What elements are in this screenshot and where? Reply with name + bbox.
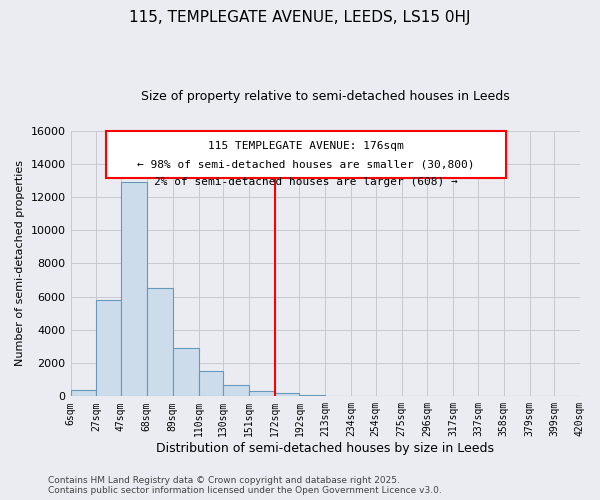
- Bar: [71, 390, 97, 396]
- Bar: [121, 182, 147, 396]
- Text: 115, TEMPLEGATE AVENUE, LEEDS, LS15 0HJ: 115, TEMPLEGATE AVENUE, LEEDS, LS15 0HJ: [129, 10, 471, 25]
- Bar: [299, 394, 325, 396]
- Text: 2% of semi-detached houses are larger (608) →: 2% of semi-detached houses are larger (6…: [154, 177, 458, 187]
- Y-axis label: Number of semi-detached properties: Number of semi-detached properties: [15, 160, 25, 366]
- Title: Size of property relative to semi-detached houses in Leeds: Size of property relative to semi-detach…: [141, 90, 509, 103]
- Text: ← 98% of semi-detached houses are smaller (30,800): ← 98% of semi-detached houses are smalle…: [137, 160, 475, 170]
- FancyBboxPatch shape: [106, 130, 506, 178]
- Bar: [173, 348, 199, 397]
- Bar: [97, 300, 121, 396]
- X-axis label: Distribution of semi-detached houses by size in Leeds: Distribution of semi-detached houses by …: [156, 442, 494, 455]
- Bar: [199, 372, 223, 396]
- Bar: [275, 393, 299, 396]
- Text: 115 TEMPLEGATE AVENUE: 176sqm: 115 TEMPLEGATE AVENUE: 176sqm: [208, 141, 404, 151]
- Bar: [147, 288, 173, 397]
- Text: Contains HM Land Registry data © Crown copyright and database right 2025.
Contai: Contains HM Land Registry data © Crown c…: [48, 476, 442, 495]
- Bar: [223, 384, 249, 396]
- Bar: [249, 392, 275, 396]
